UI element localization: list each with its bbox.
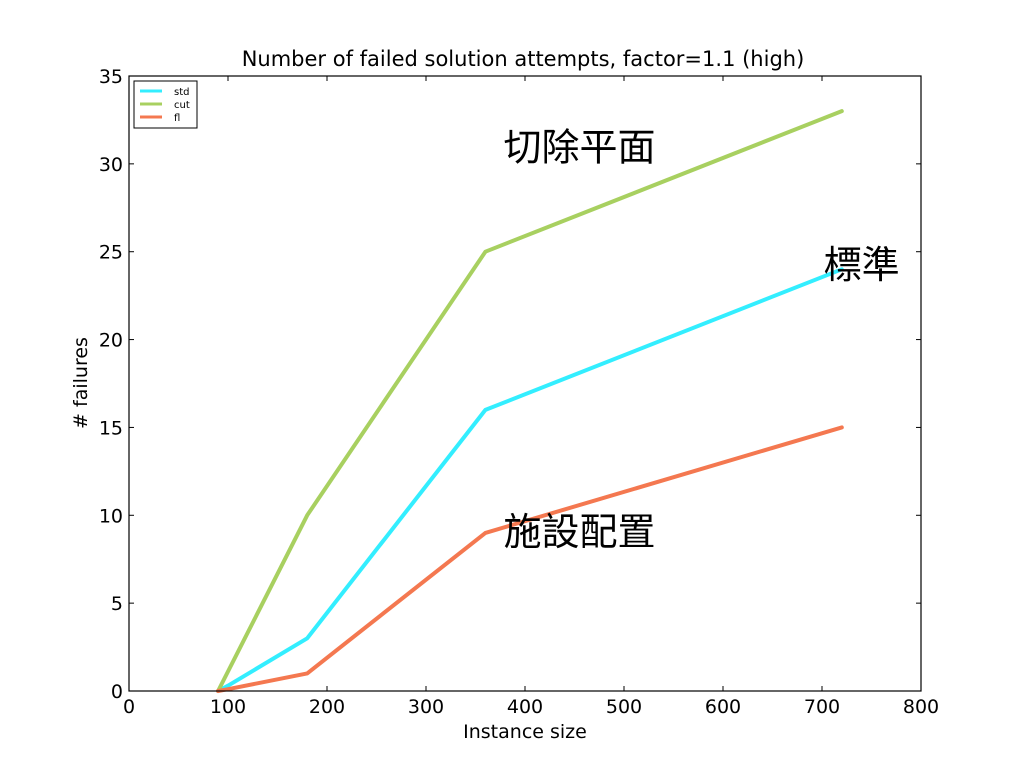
x-tick-label: 500 (606, 696, 642, 718)
chart-title: Number of failed solution attempts, fact… (242, 47, 805, 71)
y-tick-label: 15 (99, 417, 123, 439)
series-line-fl (216, 425, 844, 693)
y-axis-title: # failures (70, 337, 92, 429)
x-tick-label: 700 (804, 696, 840, 718)
annotation-label: 施設配置 (503, 510, 655, 554)
x-axis-title: Instance size (463, 721, 587, 743)
legend-label-cut: cut (174, 100, 190, 111)
series-line-std (216, 267, 844, 693)
y-tick-label: 0 (111, 681, 123, 703)
plot-frame (128, 75, 922, 692)
x-tick-label: 600 (705, 696, 741, 718)
x-tick-label: 800 (903, 696, 939, 718)
x-ticks: 0 100 200 300 400 500 600 700 800 (123, 76, 939, 718)
y-tick-label: 20 (99, 330, 123, 352)
y-tick-label: 5 (111, 593, 123, 615)
x-tick-label: 400 (507, 696, 543, 718)
y-ticks: 0 5 10 15 20 25 30 35 (99, 66, 921, 703)
annotation-label: 切除平面 (503, 125, 655, 169)
series-line-cut (216, 109, 844, 693)
annotation-label: 標準 (824, 243, 900, 287)
x-tick-label: 100 (210, 696, 246, 718)
legend-label-std: std (174, 87, 189, 98)
x-tick-label: 200 (309, 696, 345, 718)
y-tick-label: 25 (99, 242, 123, 264)
y-tick-label: 10 (99, 505, 123, 527)
y-tick-label: 30 (99, 154, 123, 176)
legend: std cut fl (133, 80, 198, 129)
x-tick-label: 0 (123, 696, 135, 718)
legend-label-fl: fl (174, 113, 180, 124)
x-tick-label: 300 (408, 696, 444, 718)
series-lines (216, 109, 844, 693)
y-tick-label: 35 (99, 66, 123, 88)
